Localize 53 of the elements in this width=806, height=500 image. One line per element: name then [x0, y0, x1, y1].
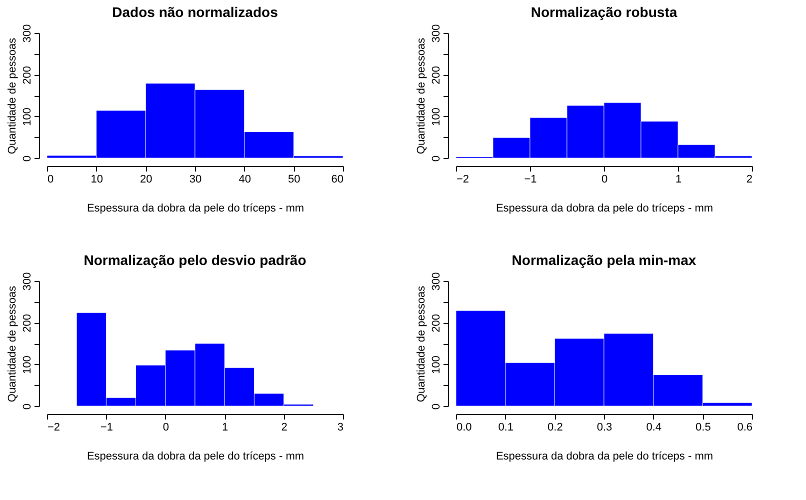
x-axis-title: Espessura da dobra da pele do tríceps - mm	[86, 450, 304, 462]
y-axis-title: Quantidade de pessoas	[416, 37, 428, 154]
x-tick-label: 10	[90, 174, 103, 186]
x-tick-label: 1	[222, 422, 228, 434]
y-tick-label: 300	[22, 272, 34, 291]
chart-title: Normalização pelo desvio padrão	[84, 252, 306, 268]
y-axis-title: Quantidade de pessoas	[416, 285, 428, 402]
y-tick-label: 300	[430, 24, 442, 43]
y-tick-label: 200	[22, 66, 34, 84]
y-tick-label: 0	[430, 403, 442, 410]
x-tick-label: 50	[288, 174, 300, 186]
y-tick-label: 0	[22, 403, 34, 410]
x-tick-label: −1	[100, 422, 113, 434]
x-tick-label: 40	[238, 174, 251, 186]
x-tick-label: 0	[48, 174, 54, 186]
x-tick-label: 30	[189, 174, 202, 186]
x-tick-label: 0	[162, 422, 169, 434]
y-tick-label: 0	[430, 155, 442, 162]
x-tick-label: 0	[601, 174, 608, 186]
x-tick-label: 0.0	[456, 422, 472, 434]
x-tick-label: 0.1	[498, 422, 514, 434]
x-tick-label: 0.6	[737, 422, 752, 434]
y-tick-label: 200	[430, 66, 442, 84]
x-tick-label: 60	[331, 174, 344, 186]
chart-title: Dados não normalizados	[112, 4, 278, 20]
y-tick-label: 300	[22, 24, 34, 43]
y-axis-title: Quantidade de pessoas	[6, 285, 18, 402]
chart-title: Normalização robusta	[530, 4, 678, 20]
x-tick-label: 2	[746, 174, 752, 186]
x-tick-label: 0.4	[646, 422, 662, 434]
x-tick-label: −2	[48, 422, 60, 434]
y-axis-title: Quantidade de pessoas	[6, 37, 18, 154]
x-tick-label: −1	[524, 174, 537, 186]
x-tick-label: 3	[337, 422, 344, 434]
x-tick-label: 0.5	[696, 422, 711, 434]
chart-title: Normalização pela min-max	[512, 252, 696, 268]
x-tick-label: 1	[675, 174, 682, 186]
x-tick-label: 0.2	[548, 422, 563, 434]
x-tick-label: 2	[281, 422, 288, 434]
y-tick-label: 100	[22, 356, 34, 374]
y-tick-label: 100	[430, 108, 442, 126]
x-tick-label: 0.3	[596, 422, 612, 434]
x-axis-title: Espessura da dobra da pele do tríceps - mm	[496, 450, 714, 462]
y-tick-label: 0	[22, 155, 34, 162]
x-axis-title: Espessura da dobra da pele do tríceps - mm	[86, 202, 304, 214]
y-tick-label: 200	[430, 314, 442, 332]
y-tick-label: 100	[22, 108, 34, 126]
x-axis-title: Espessura da dobra da pele do tríceps - mm	[496, 202, 714, 214]
x-tick-label: 20	[140, 174, 152, 186]
y-tick-label: 300	[430, 272, 442, 291]
y-tick-label: 200	[22, 314, 34, 332]
x-tick-label: −2	[456, 174, 470, 186]
y-tick-label: 100	[430, 356, 442, 374]
